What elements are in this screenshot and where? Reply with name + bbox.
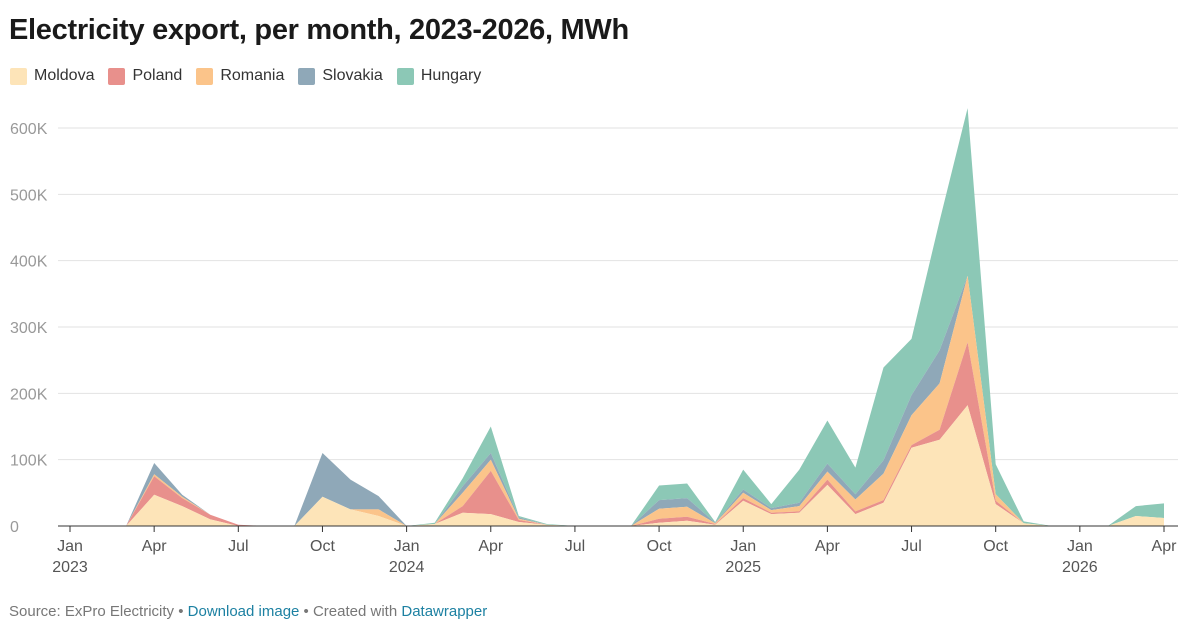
area-series xyxy=(70,108,1164,526)
y-tick-label: 0 xyxy=(10,519,19,536)
legend-item-hungary: Hungary xyxy=(396,67,482,85)
area-romania xyxy=(70,275,1164,526)
legend-item-romania: Romania xyxy=(196,67,284,85)
x-tick-label: Jul xyxy=(901,538,921,555)
area-moldova xyxy=(70,405,1164,526)
y-tick-label: 100K xyxy=(10,453,48,470)
x-tick-label: Jan xyxy=(57,538,83,555)
legend-swatch-poland xyxy=(108,67,126,85)
legend-label-poland: Poland xyxy=(132,67,183,84)
x-axis: Jan 2023 Apr Jul Oct Jan 2024 Apr Jul Oct Jan 2025 A… xyxy=(52,525,1178,576)
download-image-link[interactable]: Download image xyxy=(187,603,300,620)
x-tick-label: Jan xyxy=(1067,538,1093,555)
x-tick-label: Oct xyxy=(647,538,672,555)
gridlines xyxy=(58,127,1178,461)
footer-credit-text: • Created with xyxy=(299,603,402,620)
legend-swatch-slovakia xyxy=(298,67,316,85)
area-hungary xyxy=(70,108,1164,526)
x-tick-label: Jul xyxy=(228,538,248,555)
y-tick-label: 600K xyxy=(10,121,48,138)
legend-label-hungary: Hungary xyxy=(420,67,482,84)
legend-swatch-moldova xyxy=(10,67,27,85)
x-tick-label: Oct xyxy=(310,538,335,555)
y-tick-label: 300K xyxy=(10,320,48,337)
x-tick-year-label: 2026 xyxy=(1062,559,1098,576)
legend-item-moldova: Moldova xyxy=(10,67,94,85)
x-tick-label: Apr xyxy=(815,538,841,555)
y-tick-label: 200K xyxy=(10,386,48,403)
legend-item-slovakia: Slovakia xyxy=(298,67,383,85)
legend: Moldova Poland Romania Slovakia Hungary xyxy=(10,67,495,85)
footer: Source: ExPro Electricity • Download ima… xyxy=(9,603,487,620)
x-tick-label: Jul xyxy=(565,538,585,555)
legend-label-moldova: Moldova xyxy=(34,67,95,84)
y-tick-label: 500K xyxy=(10,187,48,204)
x-tick-label: Apr xyxy=(478,538,504,555)
y-tick-label: 400K xyxy=(10,254,48,271)
x-tick-label: Oct xyxy=(983,538,1008,555)
legend-label-romania: Romania xyxy=(220,67,285,84)
legend-swatch-romania xyxy=(196,67,214,85)
footer-separator: • xyxy=(174,603,188,620)
datawrapper-link[interactable]: Datawrapper xyxy=(401,603,488,620)
legend-label-slovakia: Slovakia xyxy=(322,67,383,84)
x-tick-year-label: 2025 xyxy=(725,559,761,576)
stacked-area-chart: 0 100K 200K 300K 400K 500K 600K Jan 2023 Apr Jul O… xyxy=(10,108,1178,576)
chart-title: Electricity export, per month, 2023-2026… xyxy=(9,14,629,46)
y-axis: 0 100K 200K 300K 400K 500K 600K xyxy=(10,121,48,536)
x-tick-label: Jan xyxy=(730,538,756,555)
source-note: Source: ExPro Electricity xyxy=(9,603,175,620)
x-tick-year-label: 2024 xyxy=(389,559,425,576)
legend-swatch-hungary xyxy=(396,67,414,85)
x-tick-label: Jan xyxy=(394,538,420,555)
x-tick-label: Apr xyxy=(1152,538,1178,555)
x-tick-year-label: 2023 xyxy=(52,559,88,576)
x-tick-label: Apr xyxy=(142,538,168,555)
legend-item-poland: Poland xyxy=(108,67,182,85)
